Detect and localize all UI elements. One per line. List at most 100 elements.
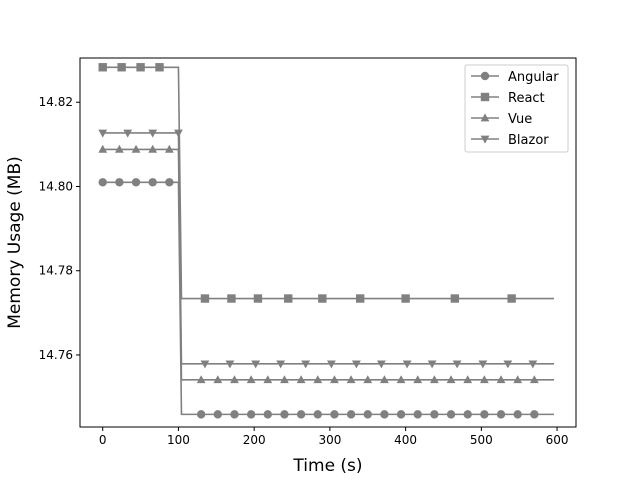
legend-marker-vue xyxy=(480,113,490,122)
data-point-vue xyxy=(263,375,273,384)
data-point-angular xyxy=(280,410,289,419)
data-point-vue xyxy=(380,375,389,384)
x-tick-label: 600 xyxy=(546,433,569,447)
data-point-blazor xyxy=(427,360,437,369)
x-tick-label: 300 xyxy=(318,433,341,447)
data-point-vue xyxy=(346,375,356,384)
data-point-blazor xyxy=(351,360,361,369)
data-point-vue xyxy=(496,375,506,384)
data-point-angular xyxy=(313,410,322,419)
data-point-angular xyxy=(165,178,174,187)
data-point-angular xyxy=(480,410,489,419)
data-point-react xyxy=(401,294,410,303)
plot-area-frame xyxy=(79,57,577,428)
x-tick-label: 500 xyxy=(470,433,493,447)
data-point-react xyxy=(318,294,327,303)
data-point-vue xyxy=(529,375,539,384)
x-axis-label: Time (s) xyxy=(292,456,362,476)
data-point-angular xyxy=(430,410,439,419)
data-point-blazor xyxy=(148,129,158,138)
legend-marker-blazor xyxy=(480,135,490,144)
data-point-react xyxy=(227,294,236,303)
data-point-vue xyxy=(114,144,124,153)
data-point-angular xyxy=(363,410,372,419)
data-point-vue xyxy=(131,144,141,153)
data-point-angular xyxy=(496,410,506,419)
data-point-blazor xyxy=(98,129,108,138)
legend-label-vue: Vue xyxy=(508,112,532,127)
data-point-react xyxy=(136,63,145,72)
data-point-react xyxy=(507,294,516,303)
data-point-angular xyxy=(463,410,472,419)
series-react xyxy=(98,63,555,303)
x-tick-label: 200 xyxy=(243,433,266,447)
data-point-react xyxy=(355,294,365,303)
data-point-vue xyxy=(363,375,373,384)
legend-label-blazor: Blazor xyxy=(508,133,549,148)
series-blazor xyxy=(98,129,555,369)
data-point-angular xyxy=(131,178,141,187)
data-point-angular xyxy=(98,178,107,187)
data-point-react xyxy=(253,294,263,303)
legend-label-react: React xyxy=(508,91,545,106)
data-point-blazor xyxy=(123,129,133,138)
data-point-blazor xyxy=(251,360,261,369)
data-point-angular xyxy=(230,410,239,419)
y-tick-label: 14.76 xyxy=(39,348,73,362)
data-point-blazor xyxy=(326,360,336,369)
data-point-blazor xyxy=(452,360,462,369)
data-point-blazor xyxy=(478,360,488,369)
data-point-react xyxy=(155,63,164,72)
data-point-blazor xyxy=(301,360,311,369)
data-point-angular xyxy=(530,410,539,419)
data-point-vue xyxy=(513,375,523,384)
data-point-angular xyxy=(213,410,223,419)
data-point-vue xyxy=(479,375,489,384)
data-point-vue xyxy=(446,375,456,384)
legend: Angular React Vue Blazor xyxy=(464,64,569,153)
y-axis-label: Memory Usage (MB) xyxy=(5,156,25,329)
data-point-angular xyxy=(148,178,157,187)
data-point-angular xyxy=(296,410,306,419)
legend-item-blazor: Blazor xyxy=(471,133,549,148)
x-tick-label: 400 xyxy=(394,433,417,447)
data-point-vue xyxy=(396,375,406,384)
data-point-blazor xyxy=(276,360,286,369)
data-point-vue xyxy=(246,375,256,384)
data-point-vue xyxy=(413,375,423,384)
data-point-react xyxy=(200,294,210,303)
x-tick-label: 0 xyxy=(99,433,107,447)
data-point-vue xyxy=(230,375,239,384)
data-point-vue xyxy=(296,375,306,384)
data-point-blazor xyxy=(503,360,513,369)
data-point-react xyxy=(450,294,460,303)
legend-marker-react xyxy=(480,92,490,102)
data-point-blazor xyxy=(200,360,210,369)
data-point-vue xyxy=(280,375,289,384)
data-point-blazor xyxy=(376,360,386,369)
legend-item-angular: Angular xyxy=(471,70,559,85)
data-point-blazor xyxy=(225,360,235,369)
data-point-angular xyxy=(413,410,422,419)
y-tick-label: 14.80 xyxy=(39,179,73,193)
data-point-angular xyxy=(196,410,206,419)
legend-frame xyxy=(464,64,569,153)
plot-series xyxy=(98,63,555,419)
data-point-vue xyxy=(330,375,339,384)
data-point-react xyxy=(98,63,107,72)
data-point-blazor xyxy=(528,360,538,369)
data-point-vue xyxy=(213,375,223,384)
data-point-react xyxy=(117,63,126,72)
data-point-angular xyxy=(246,410,256,419)
data-point-react xyxy=(284,294,293,303)
y-tick-label: 14.78 xyxy=(39,264,73,278)
data-point-angular xyxy=(346,410,356,419)
data-point-vue xyxy=(148,144,158,153)
legend-item-vue: Vue xyxy=(471,112,532,127)
x-tick-label: 100 xyxy=(167,433,190,447)
data-point-angular xyxy=(513,410,522,419)
series-line-blazor xyxy=(102,132,555,365)
data-point-blazor xyxy=(174,129,183,138)
data-point-angular xyxy=(115,178,124,187)
